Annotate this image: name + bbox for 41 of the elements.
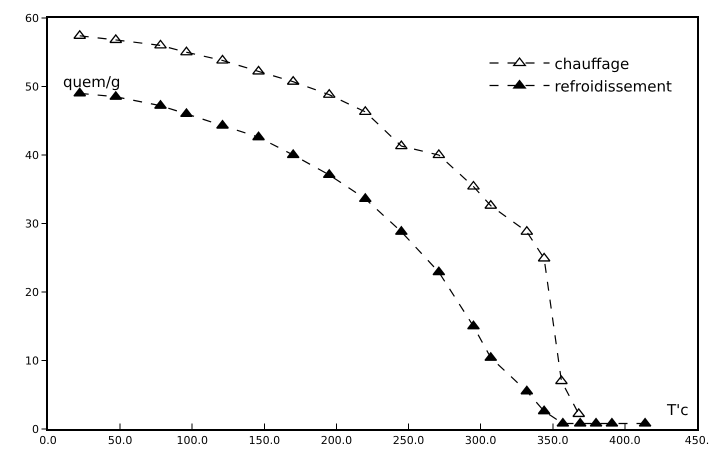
x-tick-label: 300.0 bbox=[464, 434, 496, 447]
point bbox=[556, 418, 570, 427]
point bbox=[538, 252, 551, 262]
legend-label: chauffage bbox=[554, 54, 630, 73]
x-tick-label: 450. bbox=[684, 434, 710, 447]
x-tick-label: 350.0 bbox=[537, 434, 569, 447]
point bbox=[109, 34, 122, 44]
y-tick-label: 30 bbox=[25, 217, 40, 230]
point bbox=[154, 40, 167, 49]
point bbox=[216, 54, 229, 64]
point bbox=[286, 149, 300, 158]
point bbox=[322, 169, 336, 178]
point bbox=[432, 266, 446, 276]
point bbox=[432, 149, 446, 158]
x-tick-label: 200.0 bbox=[320, 434, 352, 447]
y-tick-label: 0 bbox=[32, 422, 40, 436]
x-tick-label: 0.0 bbox=[39, 434, 57, 447]
x-tick-label: 400.0 bbox=[609, 434, 641, 447]
point bbox=[252, 66, 265, 75]
point bbox=[216, 120, 229, 129]
point bbox=[467, 180, 480, 190]
x-tick-label: 100.0 bbox=[176, 434, 208, 447]
y-tick-label: 10 bbox=[25, 354, 40, 368]
y-tick-label: 60 bbox=[25, 12, 40, 25]
y-tick-label: 20 bbox=[25, 286, 40, 299]
legend-label: refroidissement bbox=[554, 77, 672, 96]
y-tick-label: 40 bbox=[25, 148, 40, 162]
point bbox=[590, 418, 602, 427]
x-tick-label: 150.0 bbox=[248, 434, 280, 447]
point bbox=[638, 418, 652, 427]
point bbox=[605, 418, 618, 427]
point bbox=[574, 418, 587, 427]
point bbox=[180, 108, 193, 118]
point bbox=[394, 140, 408, 150]
x-axis-title: T'c bbox=[666, 401, 689, 419]
point bbox=[572, 408, 586, 418]
y-tick-label: 50 bbox=[25, 80, 40, 94]
x-tick-label: 50.0 bbox=[108, 434, 132, 447]
x-tick-label: 250.0 bbox=[392, 434, 424, 447]
point bbox=[555, 375, 568, 384]
y-axis-title: quem/g bbox=[63, 73, 120, 91]
